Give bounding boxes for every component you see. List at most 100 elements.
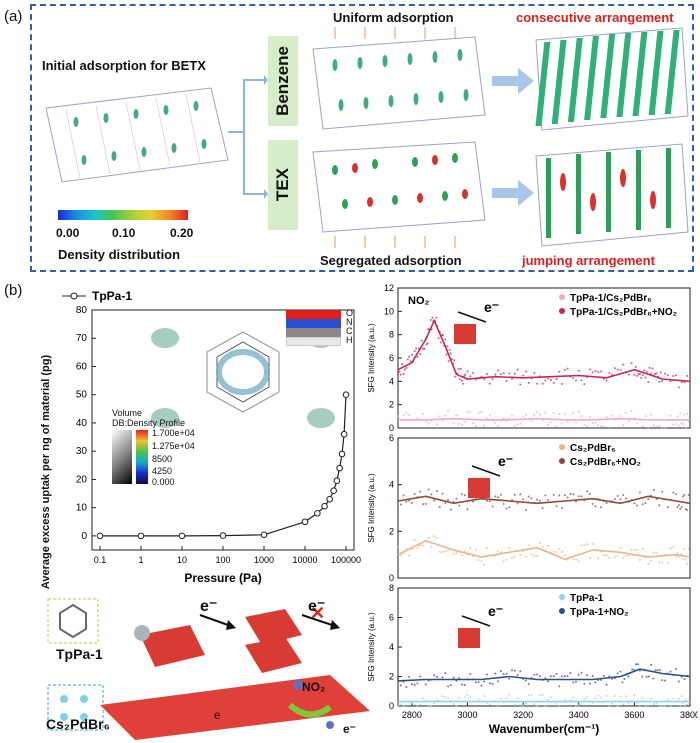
sfg-data-point	[519, 670, 522, 673]
sfg-data-point	[659, 371, 662, 374]
sfg-data-point	[405, 500, 408, 503]
sfg-data-point	[433, 674, 436, 677]
sfg-data-point	[466, 410, 469, 413]
sfg-cube-icon	[454, 324, 476, 344]
sfg-data-point	[613, 497, 616, 500]
sfg-chart-2: 0 2 4 6 SFG Intensity (a.u.) Cs₂PdBr₆ Cs₂PdBr₆…	[367, 434, 691, 583]
sfg-data-point	[605, 416, 608, 419]
sfg-data-point	[463, 494, 466, 497]
sfg-data-point	[424, 420, 427, 423]
sfg-data-point	[399, 684, 402, 687]
sfg-data-point	[502, 417, 505, 420]
sfg-data-point	[430, 493, 433, 496]
sfg-data-point	[423, 347, 426, 350]
sfg-data-point	[435, 316, 438, 319]
sfg-data-point	[608, 704, 611, 707]
sfg-data-point	[427, 536, 430, 539]
sfg-data-point	[683, 381, 686, 384]
sfg-series-line	[397, 318, 691, 383]
sfg-data-point	[441, 492, 444, 495]
sfg-data-point	[625, 695, 628, 698]
sfg-ytick-label: 12	[384, 284, 394, 293]
sfg-frame	[397, 437, 691, 579]
sfg-data-point	[555, 702, 558, 705]
sfg-data-point	[641, 696, 644, 699]
sfg-data-point	[483, 424, 486, 427]
isotherm-xtick-label: 100000	[331, 555, 361, 565]
sfg-xtick-label: 3200	[513, 710, 533, 720]
sfg-data-point	[616, 368, 619, 371]
sfg-data-point	[627, 373, 630, 376]
sfg-data-point	[499, 697, 502, 700]
sfg-data-point	[442, 334, 445, 337]
sfg-data-point	[583, 682, 586, 685]
sfg-data-point	[654, 669, 657, 672]
sfg-data-point	[658, 669, 661, 672]
sfg-data-point	[513, 493, 516, 496]
sfg-data-point	[583, 424, 586, 427]
sfg-data-point	[563, 698, 566, 701]
isotherm-point	[326, 495, 333, 503]
sfg-data-point	[441, 419, 444, 422]
sfg-data-point	[686, 412, 689, 415]
sfg-data-point	[541, 382, 544, 385]
sfg-data-point	[447, 549, 450, 552]
sfg-data-point	[541, 693, 544, 696]
sfg-data-point	[402, 414, 405, 417]
sfg-data-point	[672, 423, 675, 426]
sfg-data-point	[666, 506, 669, 509]
sfg-data-point	[508, 677, 511, 680]
sfg-data-point	[652, 702, 655, 705]
isotherm-xlabel: Pressure (Pa)	[184, 571, 261, 585]
sfg-data-point	[444, 338, 447, 341]
sfg-cube-icon	[468, 478, 490, 498]
sfg-ytick-label: 8	[389, 330, 394, 340]
jumping-crystal-image	[535, 143, 689, 247]
sfg-data-point	[405, 411, 408, 414]
sfg-data-point	[655, 498, 658, 501]
sfg-data-point	[580, 415, 583, 418]
sfg-data-point	[502, 560, 505, 563]
sfg-data-point	[558, 705, 561, 707]
sfg-data-point	[683, 548, 686, 551]
sfg-xtick-label: 2800	[402, 710, 422, 720]
sfg-data-point	[397, 415, 399, 418]
sfg-data-point	[455, 414, 458, 417]
sfg-data-point	[513, 424, 516, 427]
sfg-data-point	[652, 677, 655, 680]
sfg-data-point	[682, 701, 685, 704]
sfg-data-point	[555, 425, 558, 428]
sfg-data-point	[452, 676, 455, 679]
sfg-data-point	[485, 373, 488, 376]
sfg-data-point	[452, 703, 455, 706]
sfg-data-point	[684, 698, 687, 701]
sfg-series-line	[398, 417, 690, 421]
sfg-data-point	[399, 373, 402, 376]
sfg-data-point	[416, 705, 419, 707]
sfg-data-point	[577, 369, 580, 372]
sfg-ytick-label: 6	[389, 353, 394, 363]
sfg-data-point	[574, 379, 577, 382]
sfg-data-point	[555, 504, 558, 507]
isotherm-ytick-label: 0	[81, 531, 87, 542]
sfg-data-point	[511, 377, 514, 380]
isotherm-point	[96, 532, 104, 540]
sfg-data-point	[547, 377, 550, 380]
sfg-data-point	[619, 368, 622, 371]
sfg-data-point	[622, 494, 625, 497]
inset-title-profile: DB:Density Profile	[112, 418, 186, 428]
sfg-data-point	[644, 376, 647, 379]
sfg-data-point	[544, 705, 547, 707]
sfg-data-point	[460, 379, 463, 382]
sfg-data-point	[619, 695, 622, 698]
sfg-data-point	[413, 492, 416, 495]
sfg-data-point	[600, 370, 603, 373]
sfg-data-point	[561, 550, 564, 553]
sfg-data-point	[683, 705, 686, 707]
sfg-data-point	[455, 497, 458, 500]
sfg-ytick-label: 2	[389, 672, 394, 682]
sfg-data-point	[555, 551, 558, 554]
sfg-data-point	[650, 559, 653, 562]
sfg-xtick-label: 3800	[680, 710, 698, 720]
sfg-data-point	[485, 546, 488, 549]
